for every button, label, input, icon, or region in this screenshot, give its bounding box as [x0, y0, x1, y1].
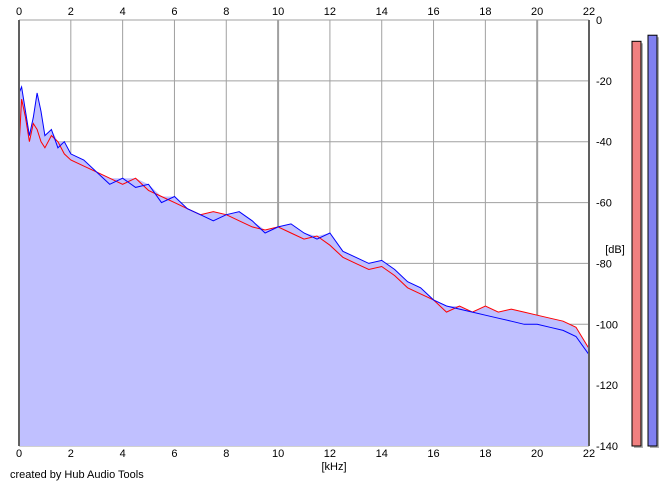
spectrum-area	[19, 86, 589, 447]
spectrum-line-blue	[18, 85, 590, 355]
x-tick-label-top-9: 18	[479, 6, 491, 18]
x-tick-label-bottom-0: 0	[16, 448, 22, 460]
y-tick-label-1: -20	[596, 76, 612, 88]
x-axis-label: [kHz]	[321, 461, 346, 473]
x-tick-label-bottom-3: 6	[171, 448, 177, 460]
x-tick-label-bottom-4: 8	[223, 448, 229, 460]
level-meters	[631, 34, 659, 449]
x-tick-label-bottom-7: 14	[376, 448, 388, 460]
x-tick-label-top-2: 4	[120, 6, 126, 18]
x-tick-label-bottom-8: 16	[427, 448, 439, 460]
x-tick-label-top-0: 0	[16, 6, 22, 18]
y-axis-ticks: 0 -20 -40 -60 -80 -100 -120 -140	[596, 15, 618, 453]
x-tick-label-bottom-9: 18	[479, 448, 491, 460]
x-tick-label-top-6: 12	[324, 6, 336, 18]
y-axis-label: [dB]	[605, 244, 625, 256]
level-meter-bar-1	[647, 34, 658, 447]
x-tick-label-bottom-5: 10	[272, 448, 284, 460]
y-tick-label-2: -40	[596, 137, 612, 149]
x-tick-label-bottom-2: 4	[120, 448, 126, 460]
x-tick-label-top-5: 10	[272, 6, 284, 18]
x-tick-label-bottom-6: 12	[324, 448, 336, 460]
credit-text: created by Hub Audio Tools	[10, 469, 144, 481]
spectrum-series	[18, 85, 590, 355]
x-tick-label-bottom-10: 20	[531, 448, 543, 460]
x-tick-label-top-8: 16	[427, 6, 439, 18]
y-tick-label-4: -80	[596, 258, 612, 270]
y-tick-label-7: -140	[596, 441, 618, 453]
x-tick-label-top-7: 14	[376, 6, 388, 18]
x-tick-label-top-4: 8	[223, 6, 229, 18]
x-tick-label-top-1: 2	[68, 6, 74, 18]
y-tick-label-6: -120	[596, 380, 618, 392]
x-tick-label-bottom-1: 2	[68, 448, 74, 460]
y-tick-label-0: 0	[596, 15, 602, 27]
x-tick-label-top-10: 20	[531, 6, 543, 18]
x-tick-label-top-3: 6	[171, 6, 177, 18]
y-tick-label-5: -100	[596, 319, 618, 331]
y-tick-label-3: -60	[596, 198, 612, 210]
plot-frame	[18, 20, 590, 446]
level-meter-bar-0	[631, 40, 642, 447]
x-tick-label-top-11: 22	[583, 6, 595, 18]
x-tick-label-bottom-11: 22	[583, 448, 595, 460]
spectrum-fill-area	[19, 86, 589, 447]
